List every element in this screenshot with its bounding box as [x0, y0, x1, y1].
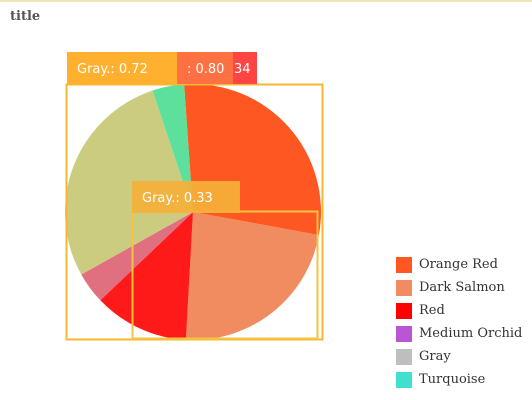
legend-label: Turquoise [419, 372, 486, 387]
annotation-tag: Gray.: 0.33 [132, 181, 240, 213]
legend-swatch [396, 303, 412, 319]
pie-slice-red [100, 212, 193, 340]
pie-slice-medium-orchid [81, 212, 193, 301]
annotation-label: 34 [234, 62, 251, 77]
pie-slice-turquoise [152, 84, 193, 212]
legend-label: Medium Orchid [419, 326, 523, 341]
legend-swatch [396, 326, 412, 342]
annotation-tag: 34 [233, 52, 257, 84]
legend-swatch [396, 257, 412, 273]
legend-label: Red [419, 303, 445, 318]
legend-label: Dark Salmon [419, 280, 505, 295]
annotation-label: Gray.: 0.72 [77, 62, 148, 77]
annotation-label: : 0.80 [187, 62, 224, 77]
legend-swatch [396, 280, 412, 296]
legend-label: Orange Red [419, 257, 498, 272]
annotation-tag: : 0.80 [177, 52, 233, 84]
legend-label: Gray [419, 349, 451, 364]
annotation-tag: Gray.: 0.72 [67, 52, 177, 84]
top-border [0, 0, 532, 2]
legend-swatch [396, 349, 412, 365]
annotation-label: Gray.: 0.33 [142, 191, 213, 206]
chart-title: title [10, 9, 41, 24]
pie-slice-dark-salmon [185, 212, 319, 340]
legend-swatch [396, 372, 412, 388]
pie-slice-gray [64, 90, 193, 275]
